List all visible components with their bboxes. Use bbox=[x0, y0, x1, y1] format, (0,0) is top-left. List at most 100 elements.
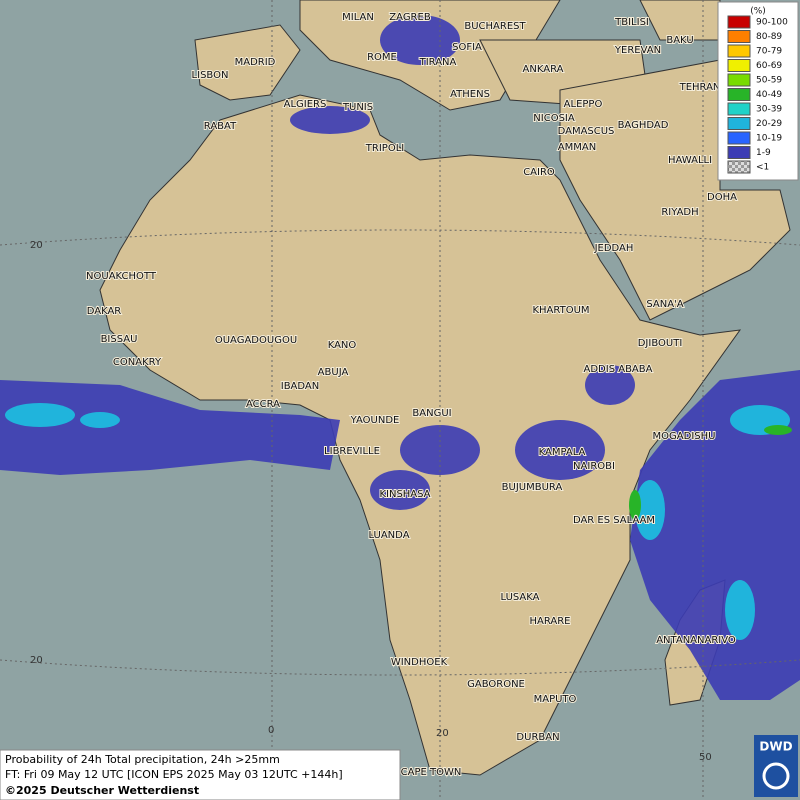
logo-text: DWD bbox=[759, 740, 792, 754]
city-label: YAOUNDE bbox=[350, 415, 400, 426]
city-label: ACCRA bbox=[246, 399, 280, 410]
city-label: DAMASCUS bbox=[558, 126, 615, 137]
city-label: BAGHDAD bbox=[618, 120, 669, 131]
grid-label: 50 bbox=[699, 752, 712, 763]
city-label: MOGADISHU bbox=[653, 431, 716, 442]
city-label: ZAGREB bbox=[389, 12, 431, 23]
city-label: OUAGADOUGOU bbox=[215, 335, 297, 346]
city-label: DURBAN bbox=[516, 732, 559, 743]
city-label: TIRANA bbox=[419, 57, 457, 68]
legend-swatch bbox=[727, 73, 751, 87]
city-label: LIBREVILLE bbox=[324, 446, 380, 457]
legend-swatch bbox=[727, 59, 751, 72]
city-label: MAPUTO bbox=[534, 694, 577, 705]
city-label: HARARE bbox=[529, 616, 570, 627]
city-label: LISBON bbox=[192, 70, 229, 81]
city-label: BUJUMBURA bbox=[502, 482, 563, 493]
footer-line: FT: Fri 09 May 12 UTC [ICON EPS 2025 May… bbox=[5, 768, 343, 781]
legend-swatch bbox=[727, 160, 751, 174]
legend-label: 40-49 bbox=[756, 90, 782, 100]
precip-highest bbox=[629, 425, 792, 520]
legend-swatch bbox=[727, 117, 751, 130]
legend: (%) 90-100 80-89 70-79 60-69 50-59 40-49 30-39… bbox=[717, 1, 799, 181]
legend-label: 1-9 bbox=[756, 148, 771, 158]
city-label: JEDDAH bbox=[594, 243, 634, 254]
legend-swatch bbox=[727, 15, 751, 29]
city-label: RABAT bbox=[204, 121, 237, 132]
city-label: ALEPPO bbox=[564, 99, 603, 110]
city-label: ALGIERS bbox=[284, 99, 327, 110]
city-label: HAWALLI bbox=[668, 155, 712, 166]
city-label: KANO bbox=[328, 340, 357, 351]
legend-swatch bbox=[727, 131, 751, 145]
city-label: ANKARA bbox=[523, 64, 564, 75]
city-label: ANTANANARIVO bbox=[656, 635, 736, 646]
city-label: RIYADH bbox=[661, 207, 698, 218]
city-label: KAMPALA bbox=[539, 447, 586, 458]
footer-line: Probability of 24h Total precipitation, … bbox=[5, 753, 280, 766]
city-label: IBADAN bbox=[281, 381, 320, 392]
footer: Probability of 24h Total precipitation, … bbox=[0, 749, 401, 800]
city-label: KHARTOUM bbox=[532, 305, 589, 316]
footer-line: ©2025 Deutscher Wetterdienst bbox=[5, 784, 199, 797]
city-label: LUANDA bbox=[368, 530, 409, 541]
grid-label: 0 bbox=[268, 725, 274, 736]
city-label: ATHENS bbox=[450, 89, 490, 100]
legend-title: (%) bbox=[750, 7, 766, 17]
footer-box bbox=[0, 749, 401, 800]
city-label: LUSAKA bbox=[501, 592, 540, 603]
legend-swatch bbox=[727, 44, 751, 58]
city-label: KINSHASA bbox=[379, 489, 430, 500]
city-label: YEREVAN bbox=[614, 45, 661, 56]
city-label: ADDIS ABABA bbox=[584, 364, 653, 375]
city-label: CAPE TOWN bbox=[401, 767, 462, 778]
city-label: SANA'A bbox=[646, 299, 683, 310]
city-label: DOHA bbox=[707, 192, 737, 203]
city-label: MADRID bbox=[235, 57, 276, 68]
city-labels: MILAN ZAGREB BUCHAREST TBILISI BAKU ROME SOFIA… bbox=[85, 11, 738, 779]
grid-label: 20 bbox=[436, 728, 449, 739]
legend-label: 50-59 bbox=[756, 76, 782, 86]
legend-swatch bbox=[727, 146, 751, 159]
city-label: WINDHOEK bbox=[391, 657, 448, 668]
city-label: DJIBOUTI bbox=[638, 338, 683, 349]
city-label: DAKAR bbox=[87, 306, 122, 317]
city-label: BAKU bbox=[666, 35, 693, 46]
city-label: MILAN bbox=[342, 12, 374, 23]
legend-swatch bbox=[727, 102, 751, 116]
city-label: TEHRAN bbox=[679, 82, 721, 93]
city-label: NAIROBI bbox=[573, 461, 615, 472]
logo: DWD bbox=[754, 735, 798, 797]
legend-swatch bbox=[727, 88, 751, 101]
grid-label: 20 bbox=[30, 240, 43, 251]
legend-label: 60-69 bbox=[756, 61, 782, 71]
city-label: GABORONE bbox=[467, 679, 525, 690]
city-label: AMMAN bbox=[558, 142, 596, 153]
grid-labels: 20 20 0 20 50 bbox=[30, 240, 712, 763]
city-label: ABUJA bbox=[318, 367, 349, 378]
city-label: BUCHAREST bbox=[464, 21, 526, 32]
city-label: NOUAKCHOTT bbox=[86, 271, 157, 282]
grid-label: 20 bbox=[30, 655, 43, 666]
city-label: SOFIA bbox=[452, 42, 482, 53]
legend-label: 90-100 bbox=[756, 18, 788, 28]
city-label: CAIRO bbox=[523, 167, 555, 178]
city-label: TUNIS bbox=[342, 102, 373, 113]
legend-label: 80-89 bbox=[756, 32, 782, 42]
legend-label: 20-29 bbox=[756, 119, 782, 129]
legend-label: 30-39 bbox=[756, 105, 782, 115]
legend-swatch bbox=[727, 30, 751, 43]
city-label: DAR ES SALAAM bbox=[573, 515, 655, 526]
city-label: TBILISI bbox=[614, 17, 649, 28]
city-label: NICOSIA bbox=[533, 113, 575, 124]
city-label: BISSAU bbox=[101, 334, 138, 345]
legend-label: 70-79 bbox=[756, 47, 782, 57]
city-label: CONAKRY bbox=[113, 357, 162, 368]
legend-label: <1 bbox=[756, 163, 769, 173]
city-label: BANGUI bbox=[412, 408, 451, 419]
precipitation bbox=[0, 15, 800, 700]
legend-items: 90-100 80-89 70-79 60-69 50-59 40-49 30-39 20-2… bbox=[727, 15, 788, 174]
